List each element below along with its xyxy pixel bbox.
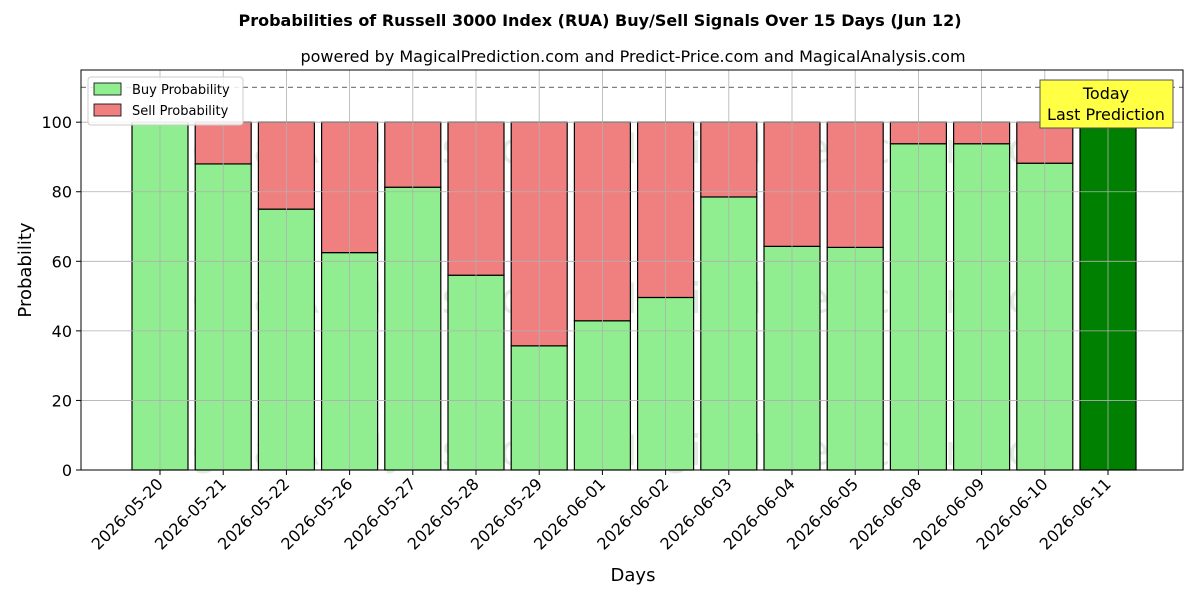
legend: Buy Probability Sell Probability (87, 76, 244, 126)
x-axis-label: Days (611, 565, 656, 586)
legend-swatch-sell (93, 103, 122, 117)
y-tick-label: 20 (52, 391, 72, 410)
x-axis: 2026-05-202026-05-212026-05-222026-05-26… (88, 470, 1115, 554)
legend-label-buy: Buy Probability (132, 83, 230, 98)
y-axis: 0 20 40 60 80 100 (41, 113, 81, 480)
y-tick-label: 0 (62, 461, 72, 480)
legend-label-sell: Sell Probability (132, 104, 229, 119)
today-annotation-line2: Last Prediction (1047, 105, 1165, 124)
legend-swatch-buy (93, 82, 122, 96)
today-annotation-box (1039, 79, 1174, 129)
plot-area-frame (80, 69, 1184, 471)
y-tick-label: 60 (52, 252, 72, 271)
chart-title: Probabilities of Russell 3000 Index (RUA… (238, 11, 961, 30)
chart-subtitle: powered by MagicalPrediction.com and Pre… (300, 47, 965, 66)
y-tick-label: 80 (52, 183, 72, 202)
y-axis-label: Probability (15, 222, 36, 317)
y-tick-label: 40 (52, 322, 72, 341)
today-annotation: Today Last Prediction (1039, 79, 1174, 129)
today-annotation-line1: Today (1082, 84, 1129, 103)
y-tick-label: 100 (41, 113, 72, 132)
legend-box (87, 76, 244, 126)
